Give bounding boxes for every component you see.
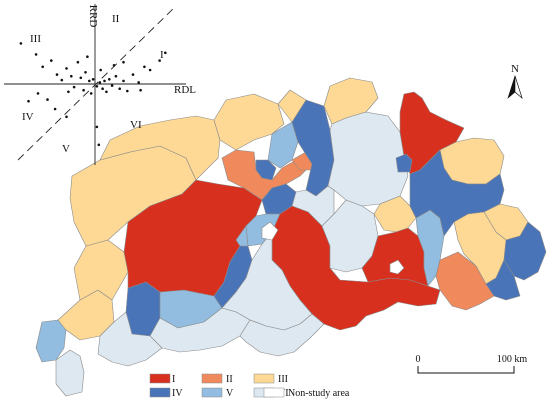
scatter-point [50,59,53,62]
quadrant-label-v: V [62,143,70,155]
scatter-point [137,81,140,84]
region-polygon [55,349,85,397]
legend-label-i: I [172,374,175,385]
legend-swatch-i [149,373,171,384]
scatter-point [131,73,135,76]
legend-label-iii: III [278,374,288,385]
scatter-point [126,89,129,93]
scatter-point [114,74,118,78]
scatter-point [72,85,76,89]
quadrant-label-i: I [160,49,164,61]
scatter-point [36,92,40,95]
scatter-point [65,67,68,70]
rdl-axis-label: RDL [174,84,196,96]
non-study-area [261,221,279,241]
legend-label-iv: IV [172,388,183,399]
region-polygon [485,259,521,301]
region-map [35,77,547,397]
scatter-point [34,53,38,56]
legend-label-non-study: Non-study area [288,388,350,399]
region-polygon [395,153,413,173]
region-polygon [73,239,129,301]
scatter-point [158,59,161,62]
scatter-point [60,78,64,82]
scatter-point [112,64,116,67]
scatter-point [86,55,89,58]
region-polygon [277,89,307,123]
quadrant-label-ii: II [112,13,120,25]
scatter-point [118,87,121,90]
north-arrow: N [507,63,523,99]
scatter-point [110,84,114,87]
scatter-point [164,51,167,55]
scatter-point [95,85,99,88]
scatter-point [122,79,125,83]
scatter-point [143,65,146,69]
scatter-point [89,92,93,95]
scatter-point [27,99,30,103]
scatter-point [105,90,108,94]
scatter-point [91,78,95,81]
scatter-point [139,88,142,92]
quadrant-label-iii: III [30,33,41,45]
region-polygon [35,319,67,363]
legend-swatch-iii [253,373,275,384]
scatter-point [84,71,87,74]
scatter-point [79,76,83,80]
scatter-point [76,60,80,64]
scatter-point [53,107,57,111]
scatter-point [46,98,49,101]
region-polygon [409,149,505,237]
non-study-area [389,259,405,275]
scatter-point [101,87,104,90]
legend-swatch-iv [149,387,171,398]
scatter-point [41,65,44,69]
scatter-point [108,78,111,81]
scatter-point [19,42,23,45]
scatter-point [67,90,70,94]
scatter-point [82,88,85,92]
scatter-point [55,73,59,76]
scatter-point [122,60,125,64]
region-polygon [235,225,249,247]
diagonal-reference-line [17,5,177,161]
scatter-point [65,115,68,119]
legend-swatch-ii [201,373,223,384]
scatter-point [97,143,101,147]
quadrant-scatter-inset: RRD RDL II III I IV V VI [4,4,196,165]
legend-label-v: V [226,388,234,399]
region-polygon [239,313,325,357]
scatter-point [95,125,99,129]
scale-start-label: 0 [416,354,421,365]
quadrant-label-iv: IV [22,111,34,123]
scatter-point [70,74,73,78]
scale-bar: 0 100 km [416,354,528,374]
north-label: N [511,63,519,75]
scatter-point [148,68,152,72]
quadrant-label-vi: VI [130,119,142,131]
scale-bar-line [417,366,515,374]
region-polygon [97,311,163,367]
scatter-point [103,79,106,83]
scatter-point [99,68,102,72]
legend: I II III IV V VI Non-study area [149,373,350,399]
scatter-point [98,81,102,84]
scale-end-label: 100 km [497,354,528,365]
region-polygon [213,93,285,151]
legend-label-ii: II [226,374,233,385]
scatter-point [88,79,91,83]
legend-swatch-v [201,387,223,398]
scatter-points [19,42,167,147]
rrd-axis-label: RRD [87,5,99,28]
legend-swatch-non-study-box [263,387,285,398]
